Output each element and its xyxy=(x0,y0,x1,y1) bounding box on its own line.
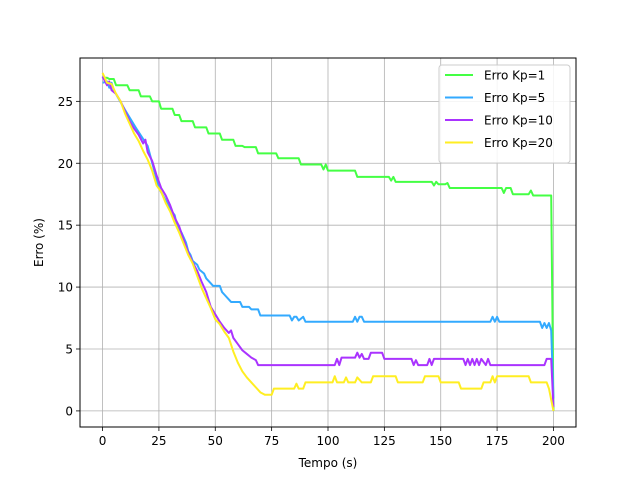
y-tick-label: 10 xyxy=(58,281,73,295)
legend-label: Erro Kp=10 xyxy=(484,114,553,128)
series-layer xyxy=(101,72,555,412)
x-tick-label: 150 xyxy=(429,434,452,448)
legend-label: Erro Kp=5 xyxy=(484,91,545,105)
x-tick-label: 0 xyxy=(99,434,107,448)
series-line-4 xyxy=(101,72,555,412)
legend-label: Erro Kp=20 xyxy=(484,136,553,150)
x-axis-ticks: 0 25 50 75 100 125 150 175 200 xyxy=(99,427,565,448)
series-line-1 xyxy=(102,75,555,411)
y-axis-label: Erro (%) xyxy=(32,218,46,267)
y-tick-label: 25 xyxy=(58,95,73,109)
series-line-3 xyxy=(101,76,555,408)
x-tick-label: 75 xyxy=(264,434,279,448)
x-tick-label: 175 xyxy=(486,434,509,448)
x-tick-label: 125 xyxy=(373,434,396,448)
x-tick-label: 25 xyxy=(151,434,166,448)
series-line-2 xyxy=(102,80,555,399)
legend-label: Erro Kp=1 xyxy=(484,69,545,83)
y-tick-label: 20 xyxy=(58,157,73,171)
legend-box xyxy=(438,64,571,164)
y-tick-label: 15 xyxy=(58,219,73,233)
x-tick-label: 50 xyxy=(208,434,223,448)
y-tick-label: 0 xyxy=(65,404,73,418)
y-tick-label: 5 xyxy=(65,342,73,356)
x-tick-label: 200 xyxy=(542,434,565,448)
y-axis-ticks: 0 5 10 15 20 25 xyxy=(58,95,80,418)
legend: Erro Kp=1 Erro Kp=5 Erro Kp=10 Erro Kp=20 xyxy=(438,64,571,164)
x-tick-label: 100 xyxy=(317,434,340,448)
x-axis-label: Tempo (s) xyxy=(298,456,358,470)
